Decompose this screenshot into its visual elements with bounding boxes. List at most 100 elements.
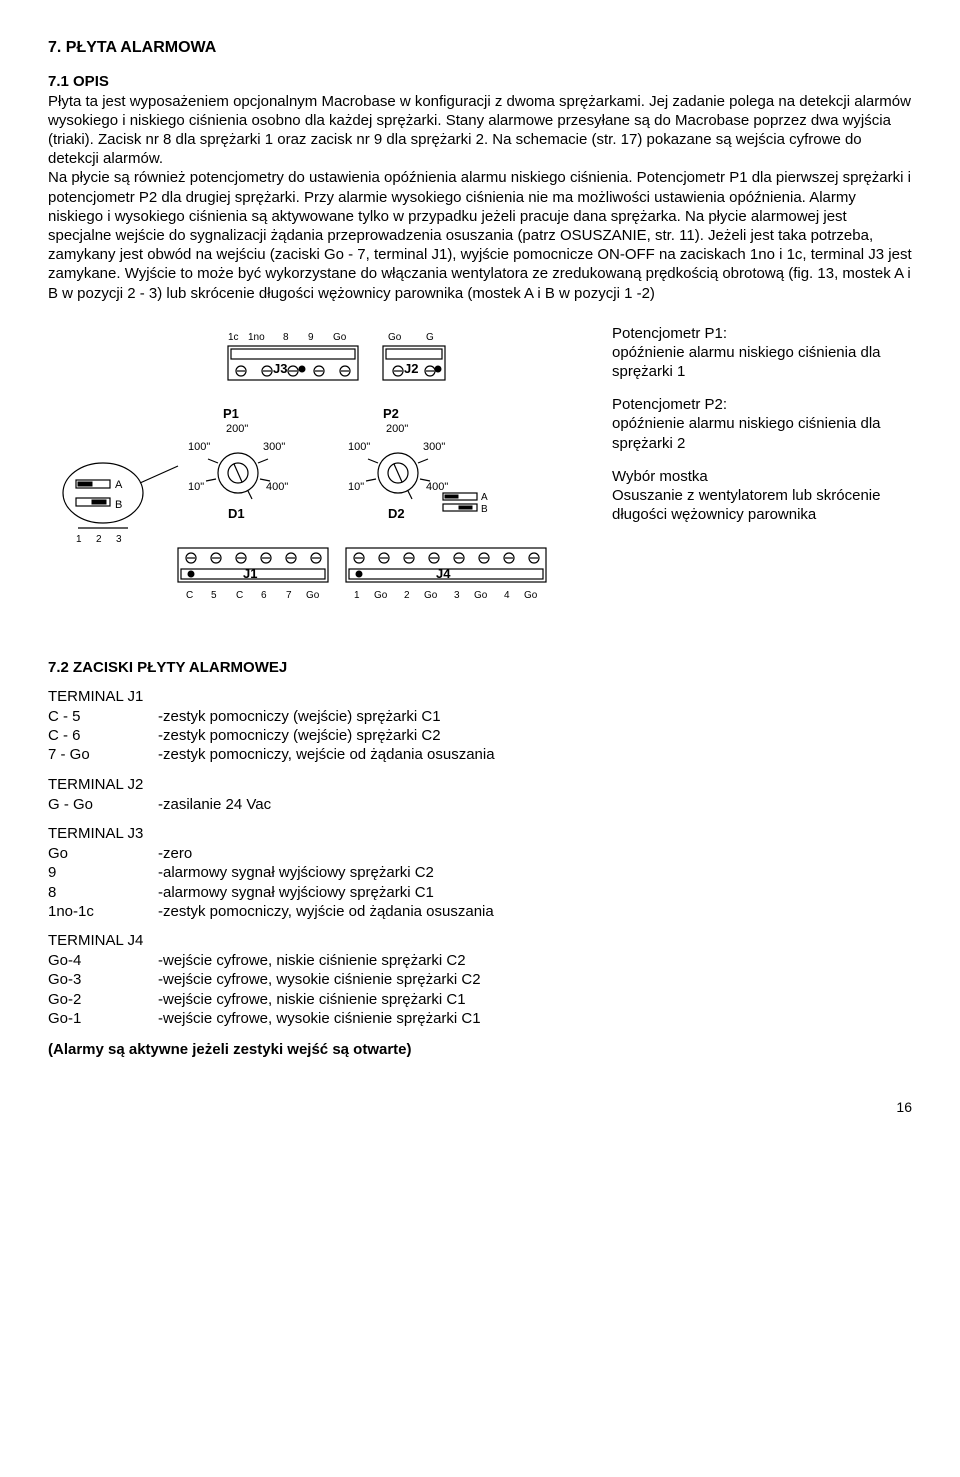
terminal-row: 7 - Go-zestyk pomocniczy, wejście od żąd… bbox=[48, 745, 912, 764]
terminal-row: 8-alarmowy sygnał wyjściowy sprężarki C1 bbox=[48, 883, 912, 902]
svg-text:D1: D1 bbox=[228, 506, 245, 521]
body-paragraph: Płyta ta jest wyposażeniem opcjonalnym M… bbox=[48, 92, 912, 303]
terminal-block: TERMINAL J4Go-4-wejście cyfrowe, niskie … bbox=[48, 931, 912, 1028]
legend-p2-title: Potencjometr P2: bbox=[612, 396, 727, 413]
terminal-key: Go-4 bbox=[48, 951, 158, 970]
svg-text:1: 1 bbox=[354, 590, 360, 601]
svg-text:10": 10" bbox=[348, 481, 364, 493]
terminal-block: TERMINAL J2G - Go-zasilanie 24 Vac bbox=[48, 775, 912, 814]
svg-text:400": 400" bbox=[426, 481, 448, 493]
svg-text:D2: D2 bbox=[388, 506, 405, 521]
terminal-row: C - 5-zestyk pomocniczy (wejście) spręża… bbox=[48, 707, 912, 726]
svg-text:C: C bbox=[236, 590, 243, 601]
svg-text:Go: Go bbox=[524, 590, 538, 601]
terminal-value: -zestyk pomocniczy (wejście) sprężarki C… bbox=[158, 707, 912, 726]
svg-text:1c: 1c bbox=[228, 332, 239, 343]
legend-p1-desc: opóźnienie alarmu niskiego ciśnienia dla… bbox=[612, 344, 881, 380]
svg-text:J3: J3 bbox=[273, 361, 287, 376]
svg-text:Go: Go bbox=[306, 590, 320, 601]
svg-text:200": 200" bbox=[226, 423, 248, 435]
svg-text:Go: Go bbox=[333, 332, 347, 343]
terminal-block: TERMINAL J1C - 5-zestyk pomocniczy (wejś… bbox=[48, 687, 912, 765]
svg-text:9: 9 bbox=[308, 332, 314, 343]
terminal-key: Go-1 bbox=[48, 1009, 158, 1028]
diagram-alarm-board: J3 J2 1c 1no 8 9 Go Go G P1 200" bbox=[48, 318, 588, 628]
svg-text:300": 300" bbox=[263, 441, 285, 453]
terminal-value: -wejście cyfrowe, wysokie ciśnienie sprę… bbox=[158, 970, 912, 989]
svg-text:A: A bbox=[115, 479, 123, 491]
svg-text:J1: J1 bbox=[243, 566, 257, 581]
terminal-title: TERMINAL J4 bbox=[48, 931, 912, 950]
terminal-title: TERMINAL J3 bbox=[48, 824, 912, 843]
svg-text:5: 5 bbox=[211, 590, 217, 601]
terminal-value: -zestyk pomocniczy, wejście od żądania o… bbox=[158, 745, 912, 764]
terminal-value: -wejście cyfrowe, niskie ciśnienie spręż… bbox=[158, 951, 912, 970]
svg-text:300": 300" bbox=[423, 441, 445, 453]
svg-text:J2: J2 bbox=[404, 361, 418, 376]
svg-text:2: 2 bbox=[96, 534, 102, 545]
terminal-value: -zestyk pomocniczy, wyjście od żądania o… bbox=[158, 902, 912, 921]
svg-text:200": 200" bbox=[386, 423, 408, 435]
terminal-value: -wejście cyfrowe, wysokie ciśnienie sprę… bbox=[158, 1009, 912, 1028]
svg-text:A: A bbox=[481, 492, 488, 503]
subsection-heading-7-1: 7.1 OPIS bbox=[48, 72, 912, 91]
terminal-key: Go-3 bbox=[48, 970, 158, 989]
terminal-title: TERMINAL J1 bbox=[48, 687, 912, 706]
terminal-title: TERMINAL J2 bbox=[48, 775, 912, 794]
legend-bridge-title: Wybór mostka bbox=[612, 468, 708, 485]
terminal-row: C - 6-zestyk pomocniczy (wejście) spręża… bbox=[48, 726, 912, 745]
terminal-key: G - Go bbox=[48, 795, 158, 814]
svg-text:100": 100" bbox=[348, 441, 370, 453]
svg-text:Go: Go bbox=[374, 590, 388, 601]
terminal-key: 8 bbox=[48, 883, 158, 902]
terminal-block: TERMINAL J3Go-zero9-alarmowy sygnał wyjś… bbox=[48, 824, 912, 921]
alarm-active-note: (Alarmy są aktywne jeżeli zestyki wejść … bbox=[48, 1040, 912, 1059]
svg-text:1: 1 bbox=[76, 534, 82, 545]
terminal-value: -alarmowy sygnał wyjściowy sprężarki C2 bbox=[158, 863, 912, 882]
terminal-key: Go bbox=[48, 844, 158, 863]
terminal-row: 9-alarmowy sygnał wyjściowy sprężarki C2 bbox=[48, 863, 912, 882]
subsection-heading-7-2: 7.2 ZACISKI PŁYTY ALARMOWEJ bbox=[48, 658, 912, 677]
terminal-key: 7 - Go bbox=[48, 745, 158, 764]
terminal-key: C - 5 bbox=[48, 707, 158, 726]
terminal-value: -zestyk pomocniczy (wejście) sprężarki C… bbox=[158, 726, 912, 745]
terminal-key: Go-2 bbox=[48, 990, 158, 1009]
terminal-row: Go-2-wejście cyfrowe, niskie ciśnienie s… bbox=[48, 990, 912, 1009]
svg-text:2: 2 bbox=[404, 590, 410, 601]
svg-text:6: 6 bbox=[261, 590, 267, 601]
terminal-value: -zero bbox=[158, 844, 912, 863]
svg-text:100": 100" bbox=[188, 441, 210, 453]
diagram-legend: Potencjometr P1: opóźnienie alarmu niski… bbox=[612, 318, 912, 539]
terminal-value: -wejście cyfrowe, niskie ciśnienie spręż… bbox=[158, 990, 912, 1009]
svg-text:7: 7 bbox=[286, 590, 292, 601]
terminal-row: Go-zero bbox=[48, 844, 912, 863]
svg-text:8: 8 bbox=[283, 332, 289, 343]
section-heading-7: 7. PŁYTA ALARMOWA bbox=[48, 38, 912, 58]
terminal-row: Go-1-wejście cyfrowe, wysokie ciśnienie … bbox=[48, 1009, 912, 1028]
svg-text:400": 400" bbox=[266, 481, 288, 493]
svg-text:4: 4 bbox=[504, 590, 510, 601]
terminal-row: G - Go-zasilanie 24 Vac bbox=[48, 795, 912, 814]
svg-text:P2: P2 bbox=[383, 406, 399, 421]
legend-bridge-desc: Osuszanie z wentylatorem lub skrócenie d… bbox=[612, 487, 880, 523]
svg-text:Go: Go bbox=[474, 590, 488, 601]
svg-text:1no: 1no bbox=[248, 332, 265, 343]
svg-text:P1: P1 bbox=[223, 406, 239, 421]
svg-text:Go: Go bbox=[388, 332, 402, 343]
terminal-row: 1no-1c-zestyk pomocniczy, wyjście od żąd… bbox=[48, 902, 912, 921]
terminal-key: C - 6 bbox=[48, 726, 158, 745]
svg-text:C: C bbox=[186, 590, 193, 601]
svg-text:3: 3 bbox=[116, 534, 122, 545]
legend-p1-title: Potencjometr P1: bbox=[612, 325, 727, 342]
page-number: 16 bbox=[48, 1099, 912, 1117]
terminal-row: Go-4-wejście cyfrowe, niskie ciśnienie s… bbox=[48, 951, 912, 970]
svg-text:Go: Go bbox=[424, 590, 438, 601]
terminal-row: Go-3-wejście cyfrowe, wysokie ciśnienie … bbox=[48, 970, 912, 989]
svg-text:G: G bbox=[426, 332, 434, 343]
terminal-key: 1no-1c bbox=[48, 902, 158, 921]
terminal-key: 9 bbox=[48, 863, 158, 882]
terminal-value: -alarmowy sygnał wyjściowy sprężarki C1 bbox=[158, 883, 912, 902]
svg-text:10": 10" bbox=[188, 481, 204, 493]
svg-text:3: 3 bbox=[454, 590, 460, 601]
svg-text:J4: J4 bbox=[436, 566, 451, 581]
